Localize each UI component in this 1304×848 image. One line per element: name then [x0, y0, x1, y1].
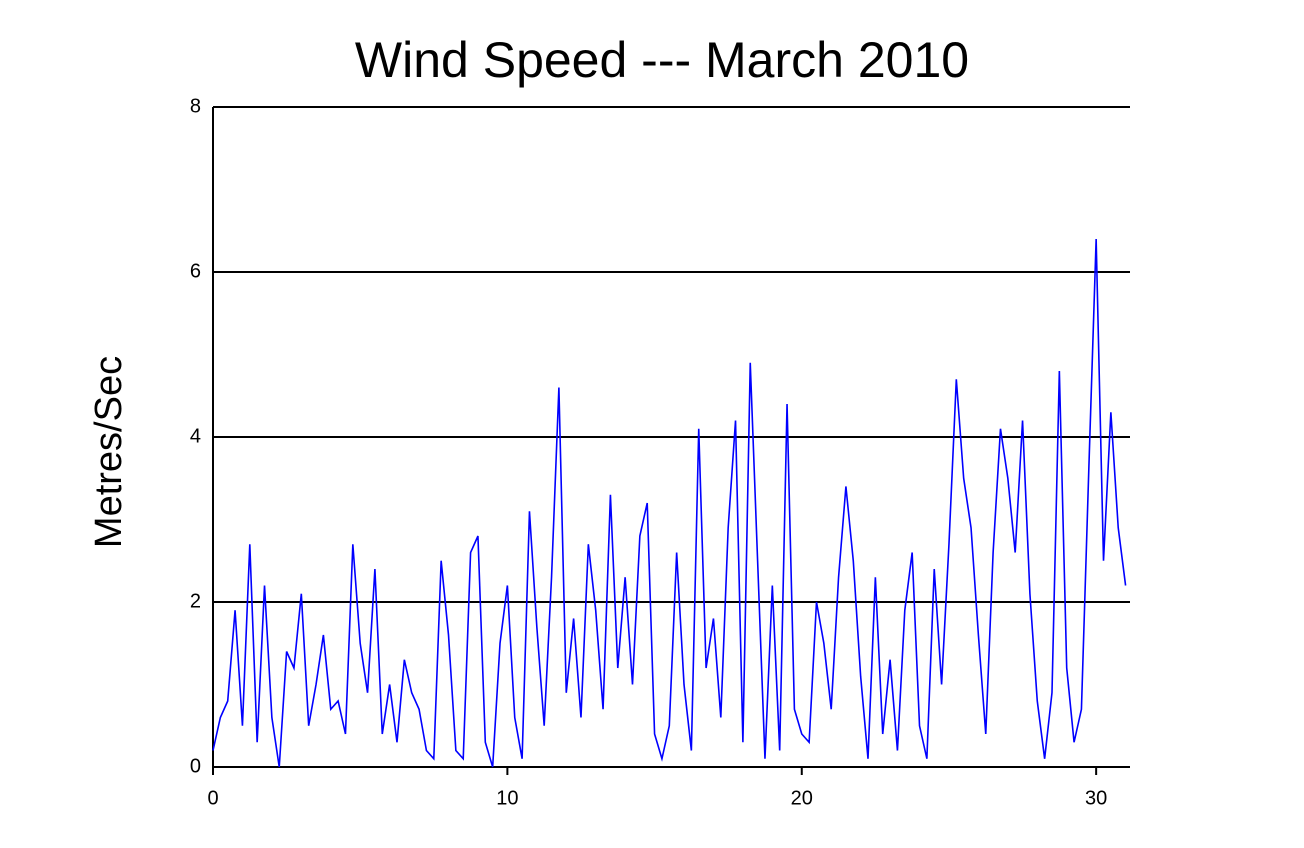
chart-title: Wind Speed --- March 2010: [355, 32, 969, 88]
y-axis-label: Metres/Sec: [88, 356, 130, 548]
x-tick-label: 20: [791, 787, 813, 809]
x-tick-label: 10: [496, 787, 518, 809]
x-tick-label: 30: [1085, 787, 1107, 809]
y-tick-label: 0: [190, 755, 201, 777]
y-tick-label: 6: [190, 260, 201, 282]
x-tick-label: 0: [207, 787, 218, 809]
y-tick-label: 8: [190, 95, 201, 117]
y-tick-label: 2: [190, 590, 201, 612]
data-line: [212, 238, 1127, 768]
y-tick-label: 4: [190, 425, 201, 447]
